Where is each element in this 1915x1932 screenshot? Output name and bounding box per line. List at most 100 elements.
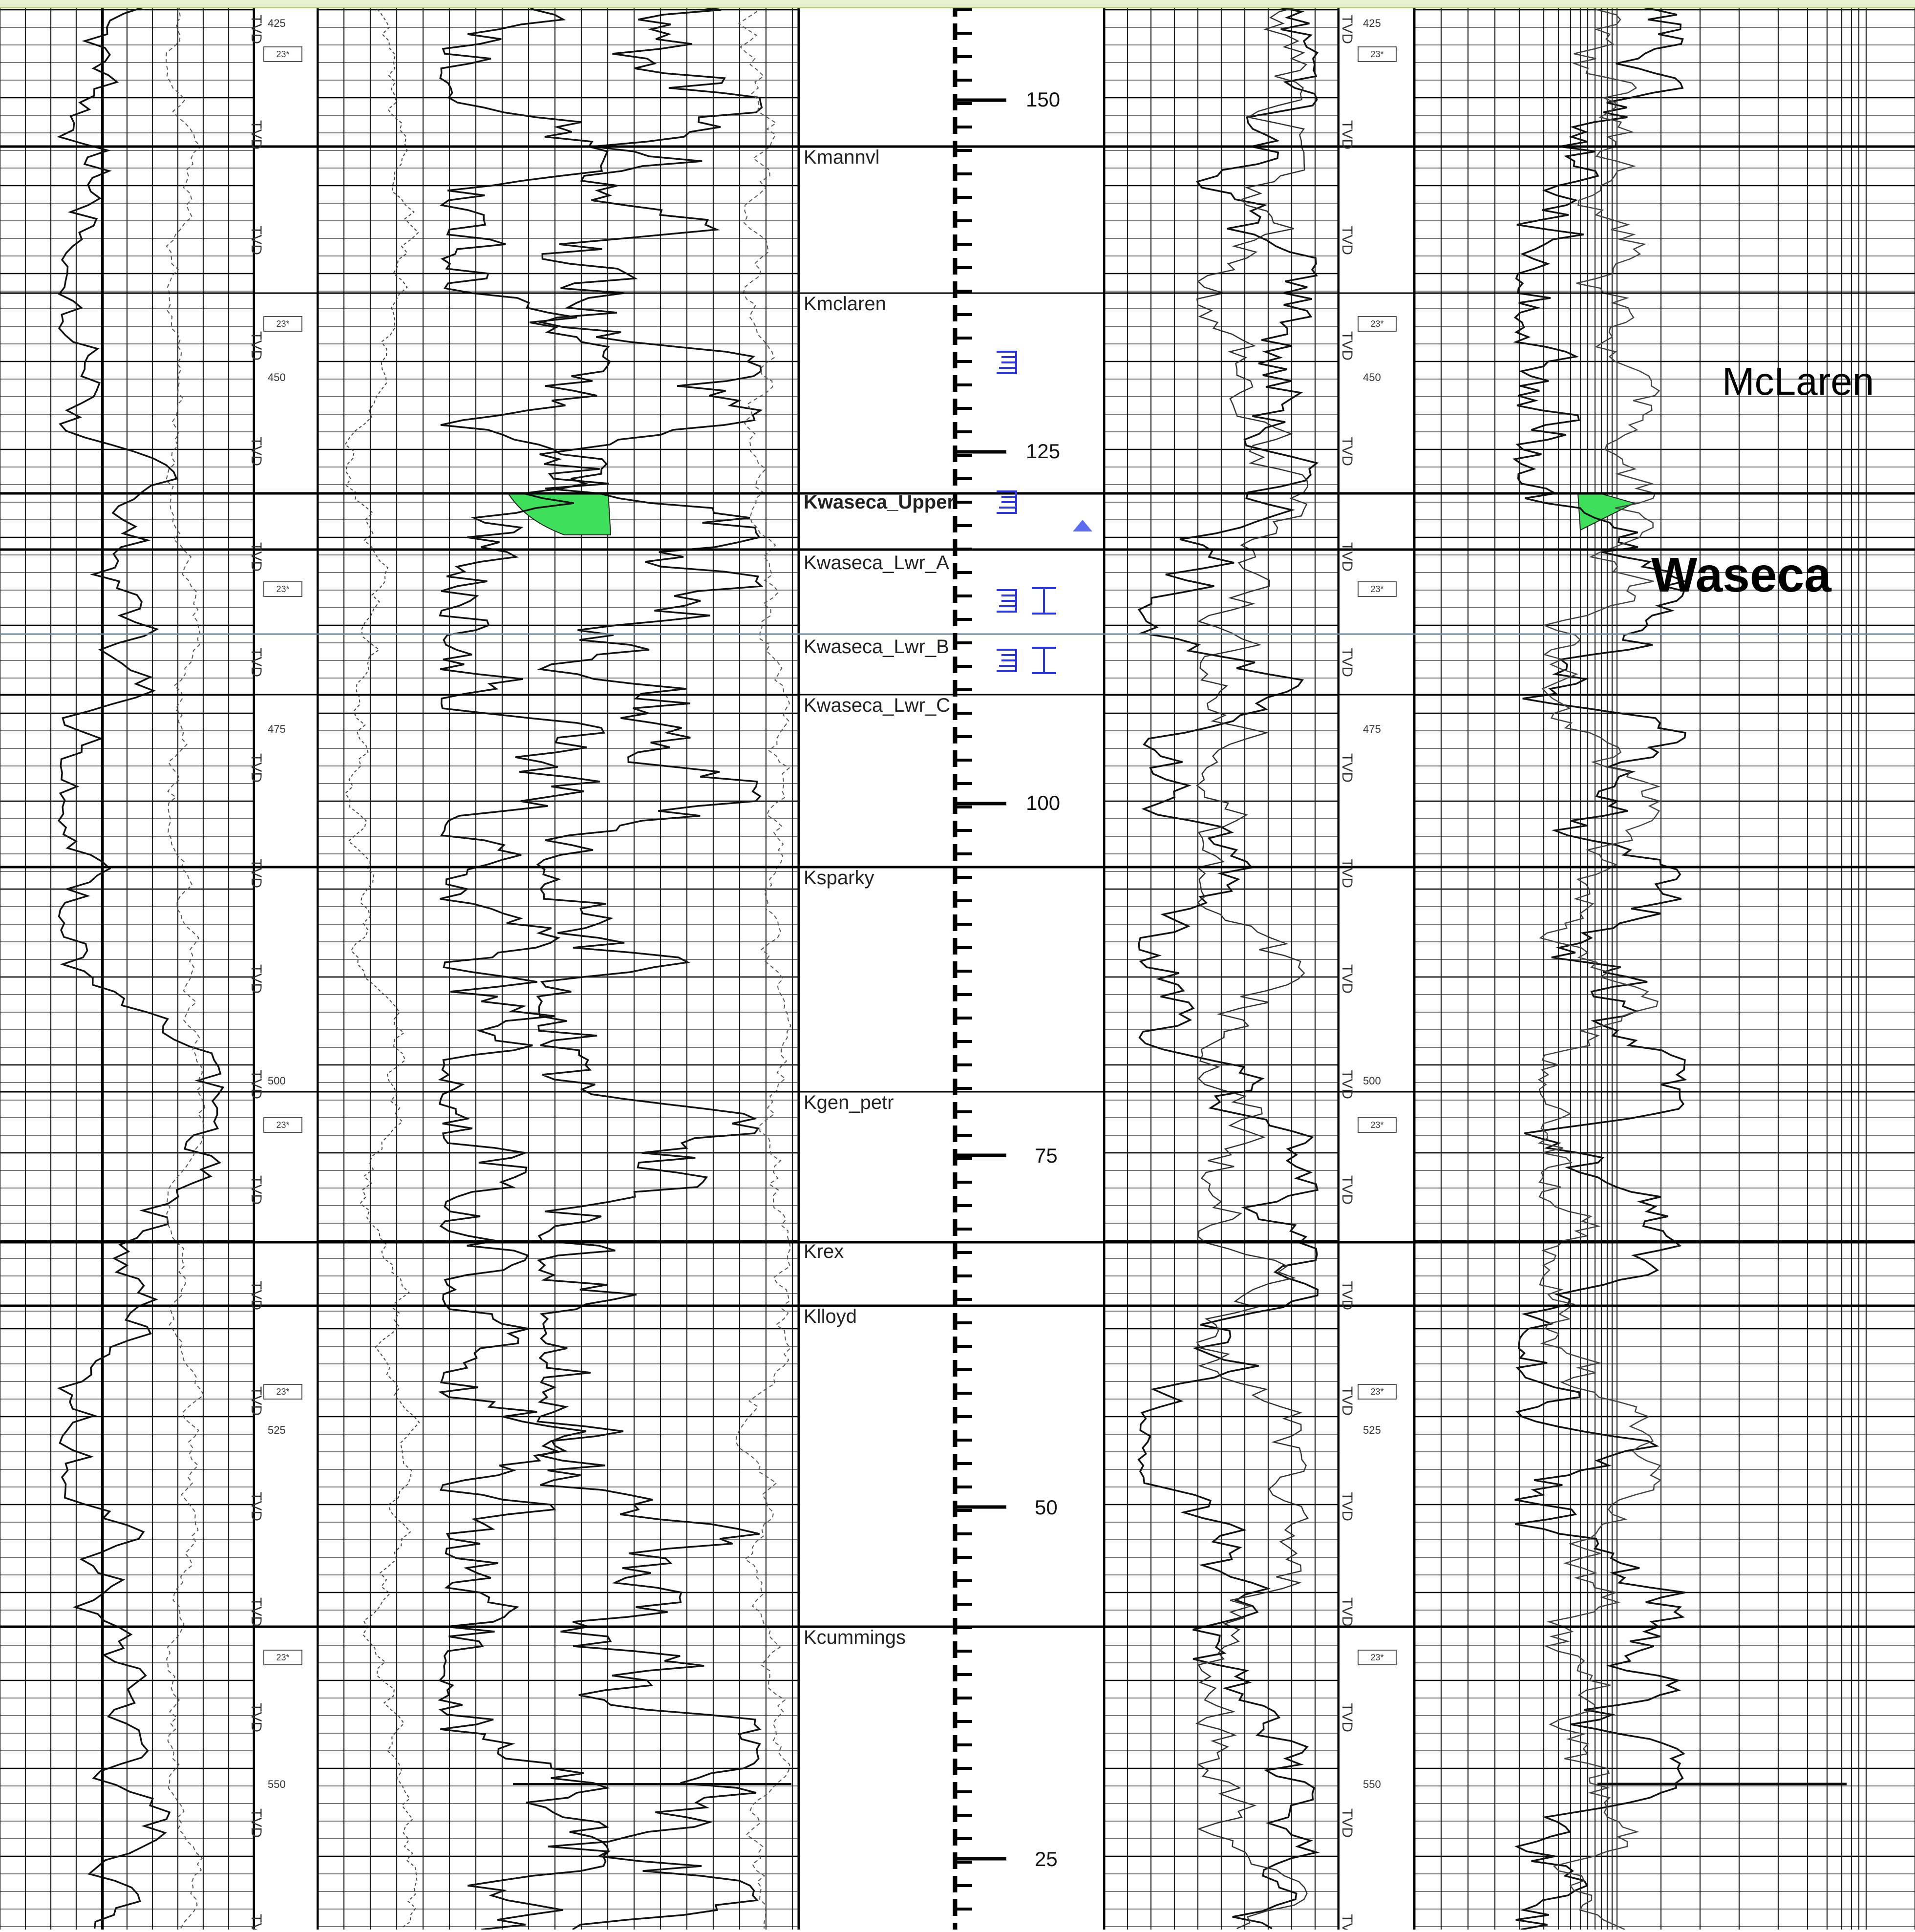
log-curve [1137,0,1320,1930]
track-tag: 23* [1370,1387,1383,1397]
core-interval-icon [1032,587,1056,615]
formation-top-label-kcummings: Kcummings [804,1627,906,1648]
perforation-marker-icon [997,351,1017,374]
depth-value: 450 [1363,371,1381,383]
window-top-strip [0,0,1915,8]
tvd-axis-label: TVD [1339,964,1355,994]
track-tag: 23* [276,319,289,329]
tvd-axis-label: TVD [248,859,264,888]
track-tag: 23* [1370,1653,1383,1662]
log-curve [344,0,420,1929]
track-tag: 23* [276,1120,289,1130]
tvd-axis-label: TVD [1339,753,1355,783]
scale-tick-label: 75 [1035,1144,1058,1167]
correlation-panel [800,0,1103,1930]
tvd-axis-label: TVD [1339,859,1355,888]
tvd-axis-label: TVD [1339,226,1355,255]
track-tag-box [1358,1117,1397,1133]
tvd-axis-label: TVD [248,753,264,783]
track-tag-box [1358,1384,1397,1400]
formation-top-label-ksparky: Ksparky [804,867,874,889]
depth-value: 550 [1363,1778,1381,1790]
track-tag: 23* [1370,584,1383,594]
depth-value: 425 [268,17,286,29]
tvd-axis-label: TVD [1339,120,1355,149]
perforation-marker-icon [997,649,1017,672]
perforation-marker-icon [997,490,1017,514]
log-curve [536,0,764,1931]
formation-top-label-kmclaren: Kmclaren [804,293,886,315]
tvd-axis-label: TVD [248,120,264,149]
track-tag: 23* [276,49,289,59]
track-tag: 23* [1370,1120,1383,1130]
tvd-axis-label: TVD [248,648,264,677]
depth-value: 475 [268,723,286,735]
tvd-axis-label: TVD [248,226,264,255]
tvd-axis-label: TVD [248,1492,264,1521]
tvd-axis-label: TVD [248,1070,264,1099]
scale-tick-label: 100 [1026,791,1061,814]
tvd-axis-label: TVD [1339,1492,1355,1521]
depth-value: 500 [268,1075,286,1087]
mclaren-callout: McLaren [1722,360,1874,403]
tvd-axis-label: TVD [1339,1914,1355,1930]
tvd-axis-label: TVD [248,542,264,572]
track-tag-box [263,316,302,332]
tvd-axis-label: TVD [248,964,264,994]
log-curve [165,0,206,1929]
depth-value: 425 [1363,17,1381,29]
tvd-axis-label: TVD [1339,1703,1355,1732]
sand-fill-left [507,493,612,535]
tvd-axis-label: TVD [248,1703,264,1732]
tvd-axis-label: TVD [1339,1597,1355,1627]
tvd-axis-label: TVD [248,331,264,361]
tvd-axis-label: TVD [248,1281,264,1310]
formation-top-label-kwaseca-lwr-a: Kwaseca_Lwr_A [804,552,949,573]
scale-tick-label: 125 [1026,440,1061,463]
tvd-axis-label: TVD [248,1175,264,1205]
tvd-axis-label: TVD [248,1914,264,1930]
sand-fill-right [1577,493,1636,531]
perforation-marker-icon [997,589,1017,613]
tvd-axis-label: TVD [1339,15,1355,44]
tvd-axis-label: TVD [1339,1386,1355,1416]
scale-tick-label: 150 [1026,88,1061,111]
core-interval-icon [1032,647,1056,674]
formation-top-label-kwaseca-lwr-b: Kwaseca_Lwr_B [804,636,949,658]
log-curve [1512,0,1687,1931]
tvd-axis-label: TVD [1339,542,1355,572]
log-curve [735,0,791,1929]
track-tag: 23* [276,1653,289,1662]
depth-value: 550 [268,1778,286,1790]
tvd-axis-label: TVD [1339,331,1355,361]
formation-top-label-kmannvl: Kmannvl [804,147,880,168]
scale-tick-label: 50 [1035,1496,1058,1519]
track-tag-box [263,1384,302,1400]
formation-top-label-kwaseca-upper: Kwaseca_Upper [804,491,955,513]
track-tag-box [263,581,302,597]
log-curve [1537,0,1662,1931]
track-tag-box [263,1650,302,1665]
track-tag-box [1358,1650,1397,1665]
tvd-axis-label: TVD [1339,1281,1355,1310]
tvd-axis-label: TVD [248,1386,264,1416]
track-tag: 23* [276,584,289,594]
tvd-axis-label: TVD [1339,437,1355,466]
depth-value: 500 [1363,1075,1381,1087]
track-tag-box [1358,46,1397,62]
track-tag: 23* [276,1387,289,1397]
formation-top-label-klloyd: Klloyd [804,1306,857,1327]
track-tag: 23* [1370,319,1383,329]
track-tag-box [1358,581,1397,597]
track-tag-box [263,1117,302,1133]
track-tag: 23* [1370,49,1383,59]
track-tag-box [263,46,302,62]
tvd-axis-label: TVD [248,437,264,466]
tvd-axis-label: TVD [248,1808,264,1838]
track-tag-box [1358,316,1397,332]
triangle-flag-icon [1073,520,1092,531]
tvd-axis-label: TVD [1339,1808,1355,1838]
formation-top-label-krex: Krex [804,1241,844,1262]
